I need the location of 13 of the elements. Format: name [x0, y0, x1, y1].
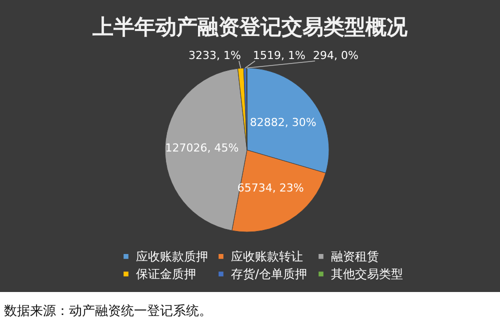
data-label: 127026, 45% — [165, 141, 239, 154]
legend-label: 应收账款转让 — [231, 249, 303, 264]
source-note: 数据来源：动产融资统一登记系统。 — [4, 304, 212, 319]
data-label: 82882, 30% — [250, 116, 316, 129]
legend-label: 存货/仓单质押 — [231, 267, 308, 281]
data-label: 294, 0% — [313, 49, 358, 62]
legend-label: 应收账款质押 — [136, 249, 208, 264]
data-label: 1519, 1% — [253, 49, 306, 62]
chart-title: 上半年动产融资登记交易类型概况 — [92, 15, 408, 39]
data-label: 3233, 1% — [188, 49, 241, 62]
legend-label: 其他交易类型 — [331, 267, 403, 281]
legend-label: 融资租赁 — [331, 249, 379, 264]
legend-label: 保证金质押 — [136, 267, 196, 281]
